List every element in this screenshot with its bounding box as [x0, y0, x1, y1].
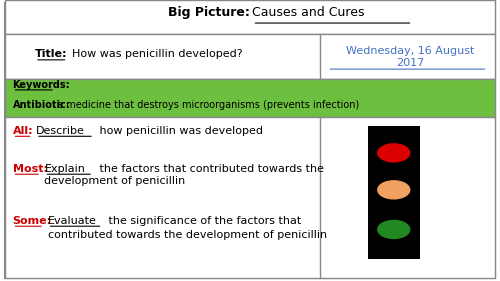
- Text: how penicillin was developed: how penicillin was developed: [96, 126, 264, 136]
- FancyBboxPatch shape: [5, 79, 495, 117]
- Text: How was penicillin developed?: How was penicillin developed?: [72, 49, 242, 59]
- Text: Evaluate: Evaluate: [48, 216, 96, 226]
- FancyBboxPatch shape: [368, 126, 420, 259]
- Text: Most:: Most:: [12, 164, 48, 174]
- FancyBboxPatch shape: [5, 0, 495, 34]
- Circle shape: [378, 221, 410, 239]
- Text: Explain: Explain: [44, 164, 86, 174]
- Text: All:: All:: [12, 126, 33, 136]
- Text: development of penicillin: development of penicillin: [44, 176, 186, 186]
- Text: Antibiotic:: Antibiotic:: [12, 100, 70, 110]
- Circle shape: [378, 144, 410, 162]
- Text: Some:: Some:: [12, 216, 51, 226]
- Text: contributed towards the development of penicillin: contributed towards the development of p…: [48, 230, 326, 240]
- Text: Keywords:: Keywords:: [12, 80, 70, 90]
- Text: Wednesday, 16 August: Wednesday, 16 August: [346, 46, 474, 56]
- FancyBboxPatch shape: [5, 3, 495, 278]
- Text: Causes and Cures: Causes and Cures: [252, 6, 365, 19]
- Text: Big Picture:: Big Picture:: [168, 6, 250, 19]
- Text: Title:: Title:: [35, 49, 68, 59]
- Text: a medicine that destroys microorganisms (prevents infection): a medicine that destroys microorganisms …: [54, 100, 359, 110]
- FancyBboxPatch shape: [5, 117, 495, 278]
- Text: 2017: 2017: [396, 58, 424, 68]
- FancyBboxPatch shape: [5, 34, 495, 79]
- Circle shape: [378, 181, 410, 199]
- Text: Describe: Describe: [36, 126, 85, 136]
- Text: the significance of the factors that: the significance of the factors that: [105, 216, 301, 226]
- Text: the factors that contributed towards the: the factors that contributed towards the: [96, 164, 324, 174]
